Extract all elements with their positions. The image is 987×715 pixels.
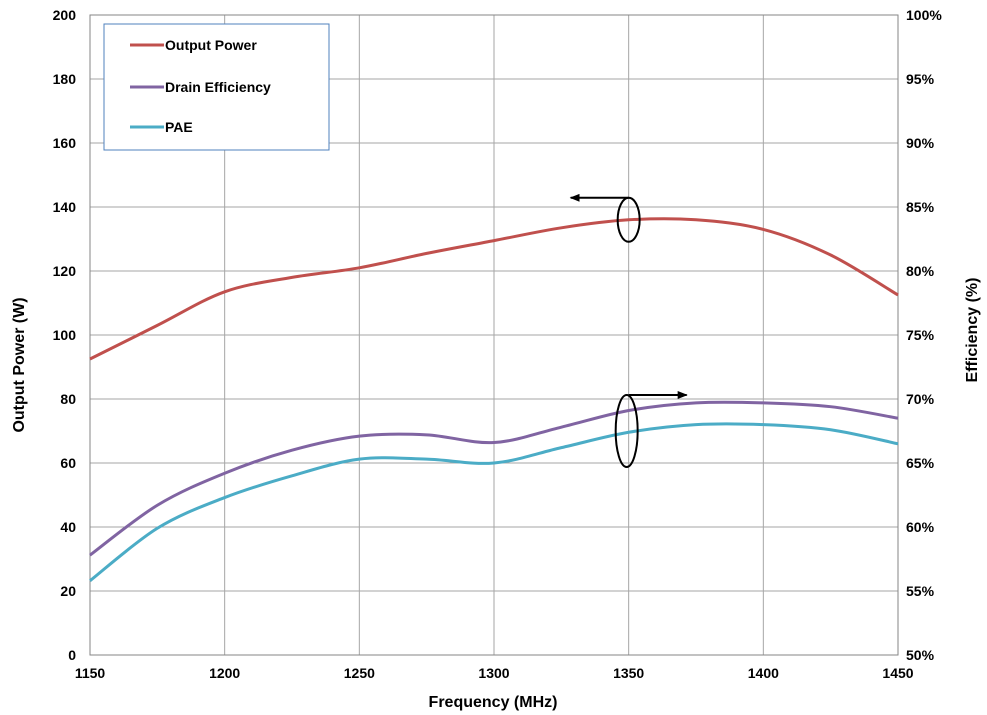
y2-tick-label: 60%: [906, 519, 935, 535]
x-tick-label: 1300: [478, 665, 509, 681]
y-tick-label: 160: [53, 135, 77, 151]
legend-label-pae: PAE: [165, 119, 193, 135]
y2-tick-label: 70%: [906, 391, 935, 407]
legend: Output Power Drain Efficiency PAE: [103, 23, 330, 151]
y2-tick-label: 80%: [906, 263, 935, 279]
y-tick-label: 80: [60, 391, 76, 407]
x-tick-label: 1250: [344, 665, 375, 681]
x-tick-label: 1400: [748, 665, 779, 681]
y2-tick-label: 65%: [906, 455, 935, 471]
annotation-ellipse-efficiency: [614, 394, 639, 468]
y-tick-label: 60: [60, 455, 76, 471]
y2-tick-label: 75%: [906, 327, 935, 343]
x-tick-label: 1350: [613, 665, 644, 681]
x-axis-title: Frequency (MHz): [429, 694, 558, 711]
y-tick-label: 40: [60, 519, 76, 535]
annotations: [569, 193, 688, 468]
y-tick-label: 180: [53, 71, 77, 87]
x-tick-label: 1150: [75, 665, 106, 681]
y-tick-label: 20: [60, 583, 76, 599]
y-axis-title-right: Efficiency (%): [964, 278, 981, 383]
y2-tick-label: 95%: [906, 71, 935, 87]
legend-label-drain-efficiency: Drain Efficiency: [165, 79, 271, 95]
y-tick-label: 0: [68, 647, 76, 663]
y-tick-label: 100: [53, 327, 77, 343]
series-line-drain-efficiency: [89, 400, 899, 557]
y-tick-label: 200: [53, 7, 77, 23]
tick-labels: 1150 1200 1250 1300 1350 1400 1450 0 20 40 60 80 100…: [53, 7, 943, 681]
y2-tick-label: 100%: [906, 7, 942, 23]
x-tick-label: 1450: [882, 665, 913, 681]
y2-tick-label: 50%: [906, 647, 935, 663]
legend-label-output-power: Output Power: [165, 37, 257, 53]
series-line-output-power: [89, 217, 899, 361]
x-tick-label: 1200: [209, 665, 240, 681]
y-tick-label: 120: [53, 263, 77, 279]
y-tick-label: 140: [53, 199, 77, 215]
series-line-pae: [89, 422, 899, 582]
plot-frame: [89, 14, 899, 656]
y2-tick-label: 55%: [906, 583, 935, 599]
y2-tick-label: 85%: [906, 199, 935, 215]
y2-tick-label: 90%: [906, 135, 935, 151]
series-layer: [89, 217, 899, 582]
y-axis-title-left: Output Power (W): [11, 297, 28, 432]
